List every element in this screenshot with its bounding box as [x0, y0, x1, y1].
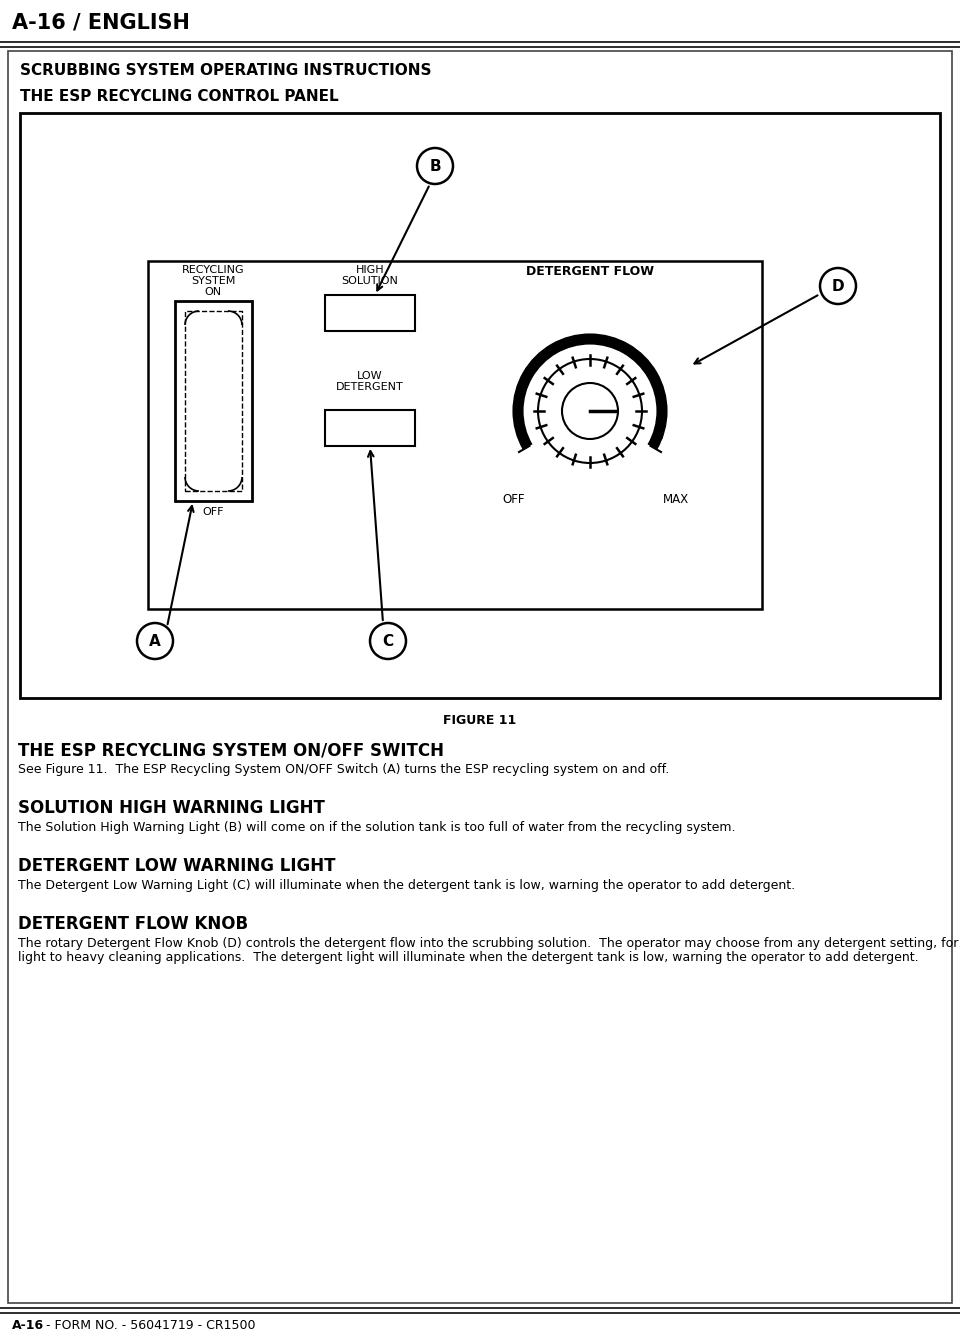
Bar [0, 40, 960, 43]
Text: OFF: OFF [502, 493, 525, 506]
Bar [148, 261, 762, 609]
Text: SOLUTION: SOLUTION [342, 276, 398, 286]
Text: HIGH: HIGH [356, 266, 384, 275]
Bar [0, 1311, 960, 1314]
Text: DETERGENT LOW WARNING LIGHT: DETERGENT LOW WARNING LIGHT [18, 857, 335, 874]
Circle shape [820, 268, 856, 304]
Circle shape [137, 624, 173, 658]
Bar [185, 311, 242, 491]
Text: SCRUBBING SYSTEM OPERATING INSTRUCTIONS: SCRUBBING SYSTEM OPERATING INSTRUCTIONS [20, 63, 431, 78]
Bar [325, 295, 415, 331]
Bar [0, 1306, 960, 1309]
Text: DETERGENT FLOW KNOB: DETERGENT FLOW KNOB [18, 915, 248, 933]
Text: DETERGENT: DETERGENT [336, 382, 404, 392]
Circle shape [538, 359, 642, 463]
Text: light to heavy cleaning applications.  The detergent light will illuminate when : light to heavy cleaning applications. Th… [18, 951, 919, 964]
Text: B: B [429, 158, 441, 173]
Circle shape [417, 148, 453, 184]
Text: FIGURE 11: FIGURE 11 [444, 713, 516, 727]
Text: C: C [382, 633, 394, 649]
Text: The Solution High Warning Light (B) will come on if the solution tank is too ful: The Solution High Warning Light (B) will… [18, 821, 735, 834]
Text: ON: ON [204, 287, 222, 296]
Bar [0, 46, 960, 48]
Circle shape [562, 384, 618, 439]
Text: A-16 / ENGLISH: A-16 / ENGLISH [12, 12, 190, 32]
Text: OFF: OFF [203, 507, 224, 518]
Text: D: D [831, 279, 844, 294]
Text: A-16: A-16 [12, 1320, 44, 1332]
Text: THE ESP RECYCLING CONTROL PANEL: THE ESP RECYCLING CONTROL PANEL [20, 89, 339, 105]
Text: - FORM NO. - 56041719 - CR1500: - FORM NO. - 56041719 - CR1500 [42, 1320, 255, 1332]
Text: SOLUTION HIGH WARNING LIGHT: SOLUTION HIGH WARNING LIGHT [18, 799, 324, 817]
Bar [175, 300, 252, 502]
Text: DETERGENT FLOW: DETERGENT FLOW [526, 266, 654, 278]
Text: The rotary Detergent Flow Knob (D) controls the detergent flow into the scrubbin: The rotary Detergent Flow Knob (D) contr… [18, 937, 958, 949]
Text: RECYCLING: RECYCLING [181, 266, 244, 275]
Text: The Detergent Low Warning Light (C) will illuminate when the detergent tank is l: The Detergent Low Warning Light (C) will… [18, 878, 795, 892]
Text: LOW: LOW [357, 371, 383, 381]
Text: See Figure 11.  The ESP Recycling System ON/OFF Switch (A) turns the ESP recycli: See Figure 11. The ESP Recycling System … [18, 763, 669, 776]
Text: SYSTEM: SYSTEM [191, 276, 235, 286]
Text: A: A [149, 633, 161, 649]
Text: THE ESP RECYCLING SYSTEM ON/OFF SWITCH: THE ESP RECYCLING SYSTEM ON/OFF SWITCH [18, 742, 444, 759]
Bar [20, 113, 940, 699]
Circle shape [370, 624, 406, 658]
Text: MAX: MAX [663, 493, 689, 506]
Bar [325, 410, 415, 447]
